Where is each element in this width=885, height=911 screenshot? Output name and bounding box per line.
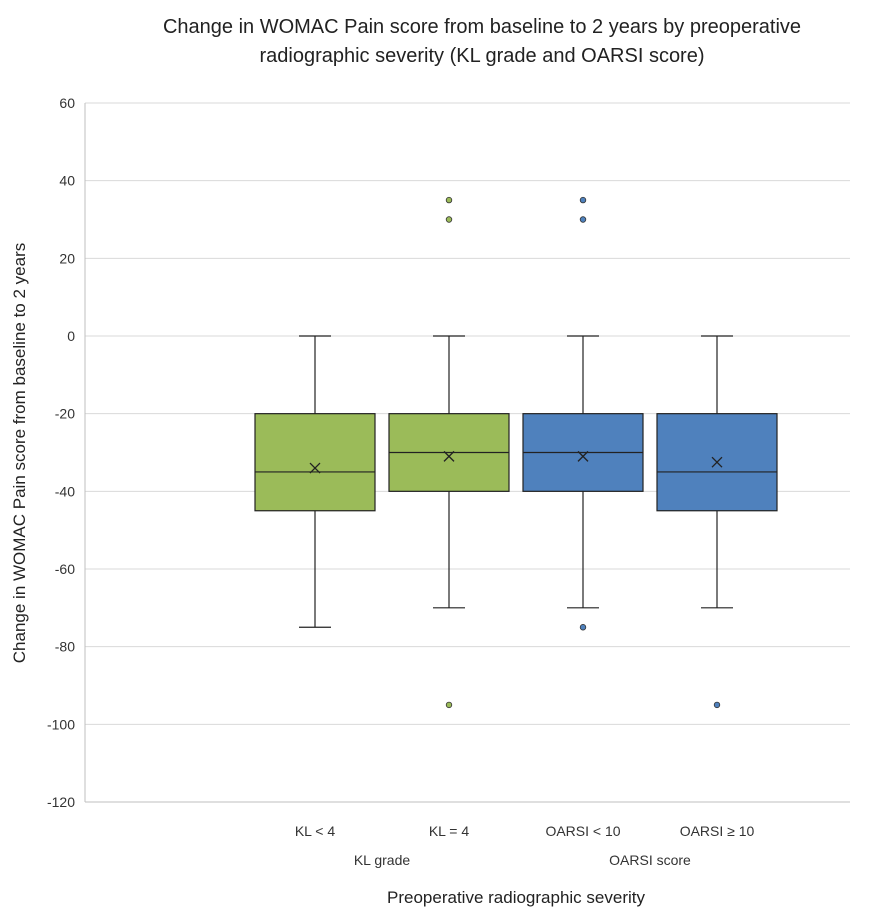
- boxes: [254, 196, 778, 709]
- outlier-point: [579, 196, 587, 204]
- mean-marker: [577, 450, 589, 462]
- y-tick-label: -120: [47, 794, 75, 810]
- category-label: KL = 4: [429, 823, 470, 839]
- y-tick-label: -80: [55, 639, 75, 655]
- y-tick-label: -100: [47, 716, 75, 732]
- mean-marker-stroke: [711, 456, 723, 468]
- category-labels: KL < 4 KL = 4 OARSI < 10 OARSI ≥ 10 KL grade…: [295, 823, 755, 868]
- box-2: [522, 196, 644, 631]
- outlier-point: [713, 701, 721, 709]
- category-label: KL < 4: [295, 823, 336, 839]
- chart-title-line-2: radiographic severity (KL grade and OARS…: [259, 45, 704, 67]
- y-axis-label: Change in WOMAC Pain score from baseline…: [10, 243, 29, 663]
- y-tick-label: 40: [59, 173, 75, 189]
- y-tick-label: -20: [55, 406, 75, 422]
- mean-marker: [309, 462, 321, 474]
- mean-marker-stroke: [309, 462, 321, 474]
- y-axis-ticks: 60 40 20 0 -20 -40 -60 -80 -100 -120: [47, 95, 75, 810]
- mean-marker: [443, 450, 455, 462]
- group-label: OARSI score: [609, 852, 691, 868]
- box-3: [656, 335, 778, 709]
- chart-title-line-1: Change in WOMAC Pain score from baseline…: [163, 16, 801, 38]
- y-tick-label: 20: [59, 250, 75, 266]
- category-label: OARSI ≥ 10: [680, 823, 755, 839]
- box-0: [254, 335, 376, 628]
- mean-marker-stroke: [443, 450, 455, 462]
- outlier-point: [445, 196, 453, 204]
- y-tick-label: -40: [55, 483, 75, 499]
- category-label: OARSI < 10: [545, 823, 620, 839]
- x-axis-label: Preoperative radiographic severity: [387, 888, 645, 907]
- outlier-point: [579, 216, 587, 223]
- y-tick-label: 60: [59, 95, 75, 111]
- outlier-point: [445, 701, 453, 709]
- box-1: [388, 196, 510, 709]
- outlier-point: [445, 216, 453, 223]
- y-tick-label: -60: [55, 561, 75, 577]
- iqr-box: [254, 413, 376, 512]
- mean-marker: [711, 456, 723, 468]
- group-label: KL grade: [354, 852, 411, 868]
- outlier-point: [579, 624, 587, 631]
- y-tick-label: 0: [67, 328, 75, 344]
- mean-marker-stroke: [577, 450, 589, 462]
